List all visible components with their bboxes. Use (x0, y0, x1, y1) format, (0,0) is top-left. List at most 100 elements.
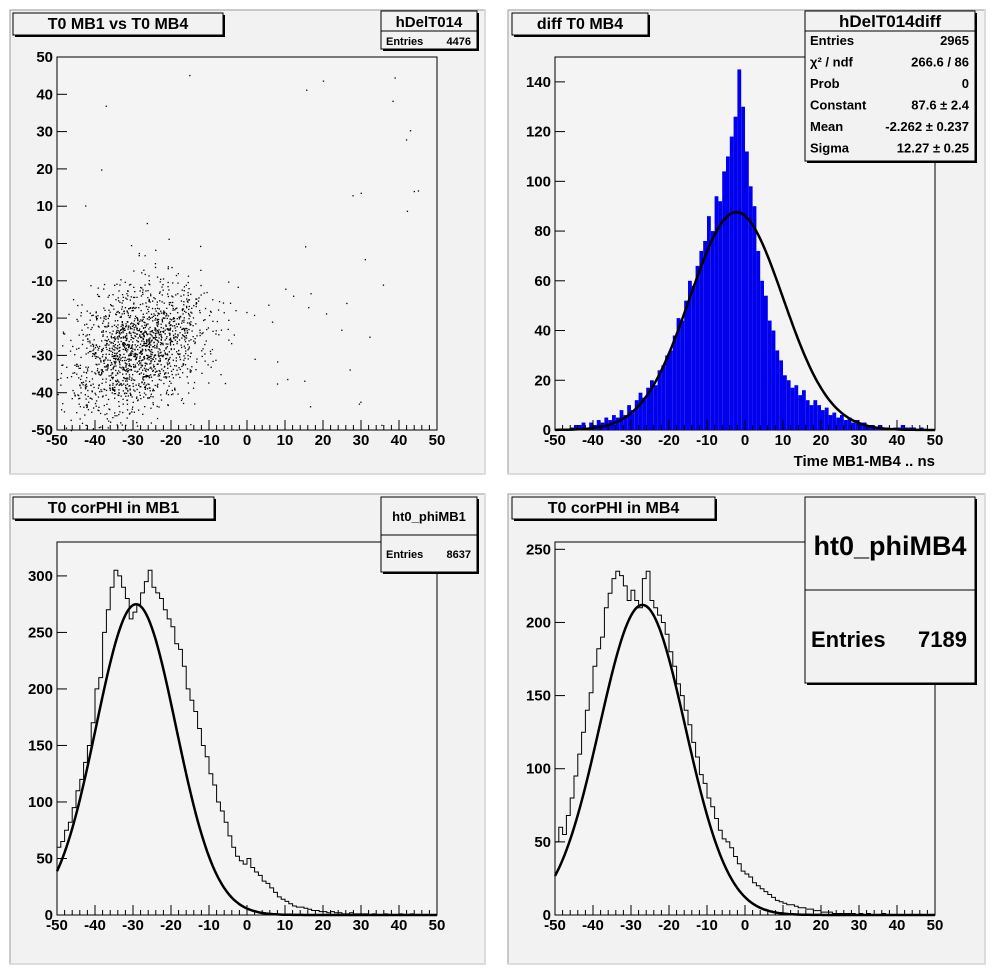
scatter-point (128, 332, 130, 334)
scatter-point (72, 372, 74, 374)
histogram-bar (604, 417, 609, 430)
scatter-point (115, 355, 117, 357)
scatter-point (172, 307, 174, 310)
scatter-point (90, 397, 92, 399)
scatter-point (175, 308, 177, 310)
scatter-point (111, 355, 113, 358)
scatter-point (171, 340, 174, 343)
histogram-bar (684, 300, 688, 430)
scatter-point (92, 314, 94, 316)
y-tick-label: 250 (28, 624, 53, 641)
scatter-point (190, 424, 192, 426)
scatter-point (157, 332, 159, 334)
scatter-point (148, 397, 150, 399)
scatter-point (157, 307, 159, 309)
scatter-point (120, 357, 122, 359)
y-tick-label: 0 (45, 907, 53, 924)
scatter-point (167, 293, 169, 295)
y-tick-label: 10 (36, 198, 53, 215)
scatter-point (166, 307, 168, 309)
scatter-point (170, 394, 173, 396)
scatter-point (125, 386, 127, 389)
scatter-point (405, 139, 408, 141)
scatter-point (101, 169, 103, 171)
scatter-point (135, 357, 138, 359)
scatter-point (341, 329, 343, 331)
scatter-point (110, 350, 112, 352)
scatter-point (142, 316, 144, 318)
scatter-point (181, 365, 183, 368)
stats-value: 87.6 ± 2.4 (911, 98, 970, 113)
scatter-point (172, 359, 174, 361)
scatter-point (167, 364, 169, 366)
scatter-point (107, 427, 109, 429)
scatter-point (195, 369, 197, 371)
scatter-point (206, 291, 208, 294)
scatter-point (183, 321, 185, 323)
scatter-point (193, 305, 195, 307)
histogram-bar (589, 422, 593, 430)
scatter-point (124, 378, 126, 380)
scatter-point (125, 365, 127, 367)
x-tick-label: -10 (198, 917, 220, 934)
scatter-point (88, 334, 91, 336)
scatter-point (148, 375, 150, 377)
scatter-point (101, 390, 103, 393)
scatter-point (112, 384, 114, 386)
scatter-point (116, 415, 118, 417)
scatter-point (131, 325, 134, 327)
scatter-point (206, 328, 208, 331)
scatter-point (185, 352, 187, 355)
scatter-point (166, 353, 168, 355)
scatter-point (142, 289, 144, 291)
x-tick-label: 30 (851, 432, 868, 449)
scatter-point (121, 321, 123, 323)
scatter-point (166, 362, 168, 364)
scatter-point (134, 315, 137, 317)
scatter-point (183, 355, 185, 357)
pad-1: -50 -40 -30 -20 -10 0 10 20 30 40 50-50-40-30-20-1… (9, 9, 486, 475)
scatter-point (115, 380, 117, 382)
scatter-point (93, 339, 95, 341)
scatter-point (124, 336, 126, 339)
scatter-point (113, 308, 115, 310)
scatter-point (93, 324, 95, 326)
scatter-point (144, 322, 146, 324)
scatter-point (152, 337, 155, 339)
scatter-point (143, 344, 145, 346)
scatter-point (125, 297, 127, 299)
scatter-point (131, 310, 133, 312)
scatter-point (106, 326, 108, 328)
scatter-point (133, 323, 135, 325)
scatter-point (164, 365, 166, 368)
scatter-point (188, 308, 190, 311)
scatter-point (97, 372, 100, 374)
scatter-point (157, 320, 159, 323)
scatter-point (195, 305, 197, 308)
x-tick-label: 20 (813, 917, 830, 934)
histogram-bar (809, 405, 814, 430)
histogram-bar (676, 318, 681, 430)
scatter-point (134, 318, 136, 320)
scatter-point (142, 333, 144, 335)
scatter-point (131, 345, 133, 347)
scatter-point (125, 366, 127, 368)
scatter-point (81, 382, 83, 384)
scatter-point (118, 413, 120, 416)
scatter-point (172, 368, 174, 371)
scatter-point (116, 283, 118, 285)
scatter-point (144, 331, 146, 333)
scatter-point (177, 335, 179, 337)
scatter-point (139, 346, 141, 349)
scatter-point (119, 371, 121, 374)
scatter-point (93, 407, 95, 409)
scatter-point (220, 329, 223, 331)
scatter-point (117, 324, 119, 326)
scatter-point (145, 370, 147, 373)
scatter-point (121, 306, 123, 308)
scatter-point (158, 406, 160, 408)
scatter-point (215, 330, 217, 332)
scatter-point (165, 377, 167, 379)
histogram-bar (581, 422, 586, 430)
